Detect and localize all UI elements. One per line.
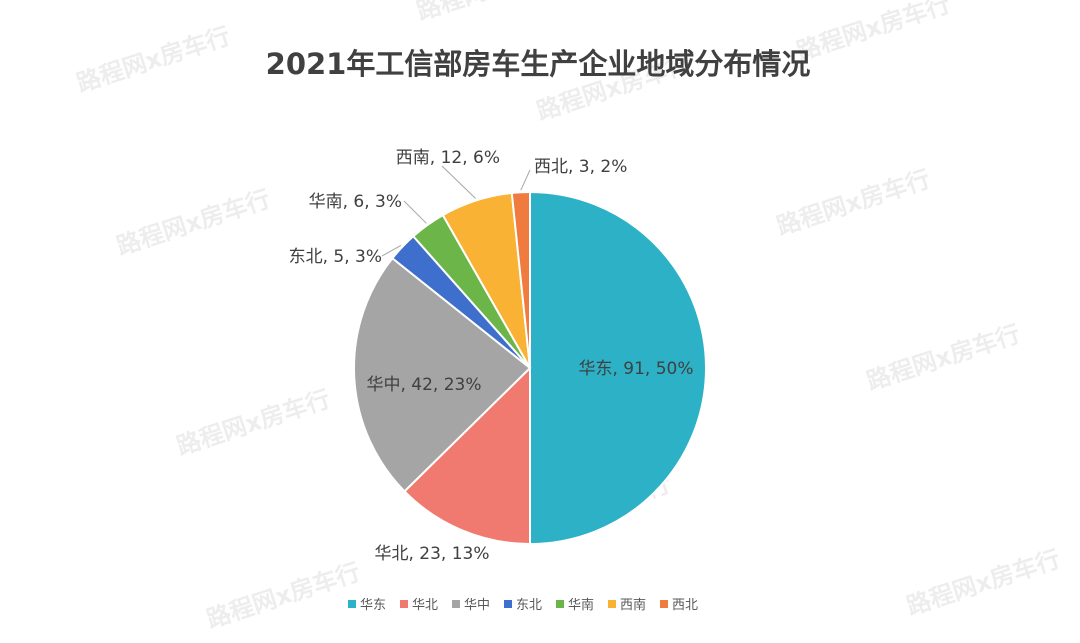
legend-label: 西南 <box>620 597 646 613</box>
legend-label: 华北 <box>412 598 438 613</box>
watermark-text: 路程网x房车行 <box>73 22 233 98</box>
legend-swatch <box>348 600 356 608</box>
leader-line <box>520 169 531 191</box>
legend-label: 华中 <box>464 598 490 613</box>
watermark-text: 路程网x房车行 <box>203 558 363 634</box>
watermark-text: 路程网x房车行 <box>173 385 333 461</box>
legend-swatch <box>660 600 668 608</box>
legend-label: 西北 <box>672 598 698 613</box>
pie-slices <box>353 190 707 546</box>
chart-title: 2021年工信部房车生产企业地域分布情况 <box>266 47 811 81</box>
data-label: 东北, 5, 3% <box>289 247 382 267</box>
leader-line <box>403 200 427 224</box>
legend-swatch <box>400 600 408 608</box>
pie-slice-华东 <box>529 190 707 546</box>
leader-line <box>381 244 402 257</box>
data-label: 华东, 91, 50% <box>578 359 693 379</box>
data-label: 华南, 6, 3% <box>309 192 402 212</box>
watermark-text: 路程网x房车行 <box>113 185 273 261</box>
leader-line <box>441 165 476 199</box>
data-label: 西南, 12, 6% <box>396 148 500 168</box>
legend-swatch <box>452 600 460 608</box>
pie-slice-西北 <box>510 190 531 369</box>
data-labels: 华东, 91, 50% 华北, 23, 13% 华中, 42, 23% 东北, 5, … <box>289 148 694 564</box>
data-label: 华北, 23, 13% <box>374 544 489 564</box>
legend-swatch <box>556 600 564 608</box>
watermark-text: 路程网x房车行 <box>863 320 1023 396</box>
legend-label: 东北 <box>516 598 542 613</box>
watermark-text: 路程网x房车行 <box>793 0 953 66</box>
data-label: 华中, 42, 23% <box>366 375 481 395</box>
chart-legend: 华东 华北 华中 东北 华南 西南 西北 <box>348 597 698 613</box>
pie-slice-华中 <box>353 256 532 493</box>
legend-swatch <box>608 600 616 608</box>
leader-lines <box>381 165 531 257</box>
watermark-text: 路程网x房车行 <box>903 545 1063 621</box>
legend-label: 华东 <box>360 598 386 613</box>
legend-swatch <box>504 600 512 608</box>
watermark-text: 路程网x房车行 <box>413 0 573 26</box>
watermark-text: 路程网x房车行 <box>773 165 933 241</box>
data-label: 西北, 3, 2% <box>534 157 627 177</box>
legend-label: 华南 <box>568 597 594 613</box>
pie-slice-华北 <box>403 365 531 546</box>
